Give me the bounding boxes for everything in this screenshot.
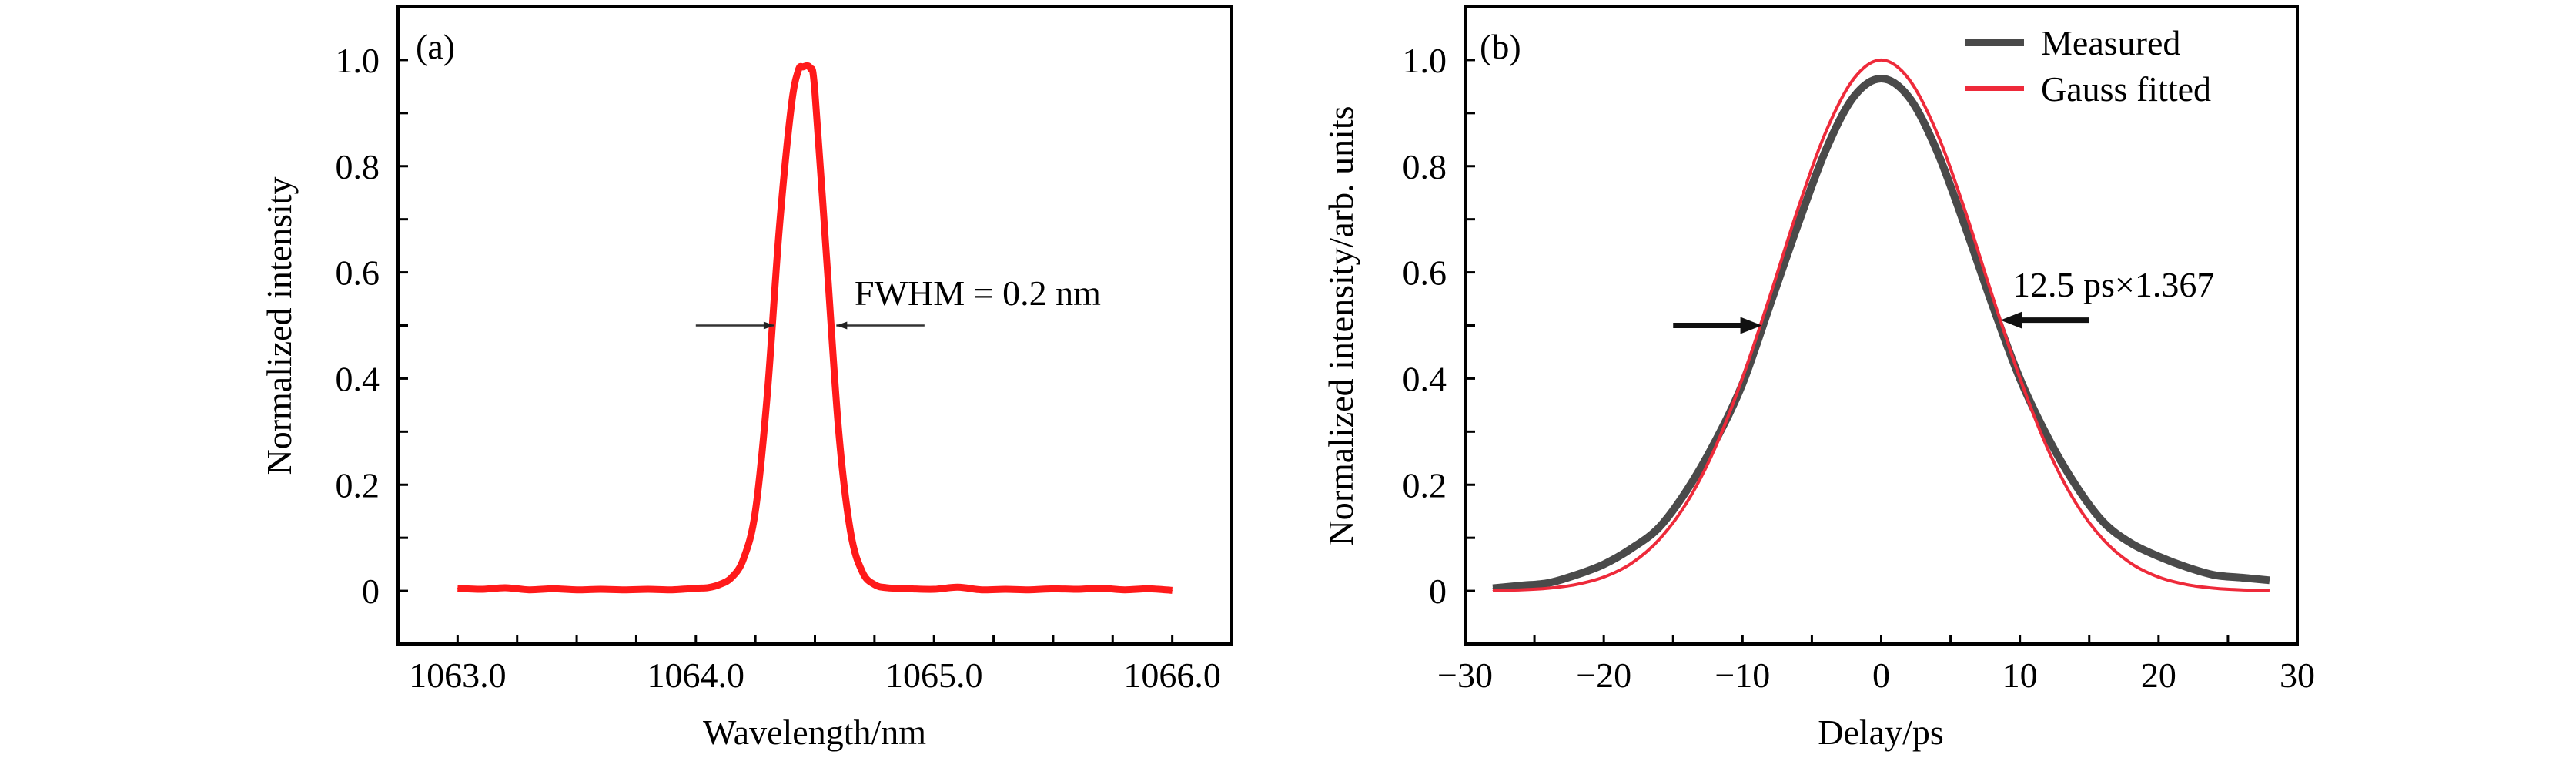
legend-label-measured: Measured <box>2041 23 2180 62</box>
x-tick-label: −30 <box>1437 656 1493 695</box>
data-point <box>838 431 839 432</box>
panel-a-xlabel: Wavelength/nm <box>703 713 926 752</box>
panel-a-spectrum: (a) Wavelength/nm Normalized intensity F… <box>259 5 1233 752</box>
x-tick-label: 0 <box>1872 656 1890 695</box>
data-point <box>2158 555 2159 557</box>
series-line-measured <box>1492 75 2270 592</box>
x-tick-label: −10 <box>1715 656 1770 695</box>
data-point <box>933 589 935 590</box>
y-tick-label: 0.4 <box>336 359 380 398</box>
y-tick-label: 0 <box>1429 572 1447 611</box>
x-tick-label: 10 <box>2002 656 2038 695</box>
data-point <box>885 587 887 589</box>
data-point <box>2158 576 2159 578</box>
panel-a-ylabel: Normalized intensity <box>259 176 299 475</box>
data-point <box>809 67 811 69</box>
data-point <box>2019 377 2021 379</box>
data-point <box>1825 149 1826 151</box>
x-tick-label: 1066.0 <box>1123 656 1221 695</box>
data-point <box>826 261 828 263</box>
data-point <box>647 589 649 590</box>
data-point <box>2269 589 2270 591</box>
panel-b-xlabel: Delay/ps <box>1818 713 1944 752</box>
data-point <box>1575 584 1577 585</box>
legend: Measured Gauss fitted <box>1965 23 2211 109</box>
data-point <box>695 588 697 589</box>
data-point <box>1658 526 1660 528</box>
data-point <box>1124 589 1126 591</box>
data-point <box>1005 589 1006 590</box>
y-tick-label: 1.0 <box>1403 41 1447 80</box>
x-tick-label: 20 <box>2141 656 2176 695</box>
data-point <box>2269 579 2270 581</box>
data-point <box>2241 589 2243 591</box>
data-point <box>528 589 530 591</box>
x-tick-label: 30 <box>2280 656 2315 695</box>
arrowhead <box>836 321 848 330</box>
x-tick-label: 1063.0 <box>409 656 507 695</box>
data-point <box>1076 589 1078 590</box>
x-tick-label: 1065.0 <box>885 656 983 695</box>
data-point <box>1852 96 1854 98</box>
data-point <box>1547 588 1549 589</box>
series-line-gauss-fitted <box>1492 58 2270 592</box>
data-point <box>2130 542 2132 544</box>
data-point <box>1686 489 1688 491</box>
data-point <box>802 66 804 68</box>
data-point <box>457 588 458 589</box>
panel-b-ylabel: Normalized intensity/arb. units <box>1321 106 1360 545</box>
y-tick-label: 0.2 <box>336 465 380 505</box>
data-point <box>1741 377 1743 379</box>
data-point <box>1769 294 1771 296</box>
data-point <box>1492 589 1494 591</box>
panel-b-autocorrelation: (b) Delay/ps Normalized intensity/arb. u… <box>1321 5 2315 752</box>
data-point <box>1936 149 1938 151</box>
x-tick-label: −20 <box>1576 656 1631 695</box>
data-point <box>1631 562 1632 564</box>
data-point <box>480 589 482 590</box>
panel-a-label: (a) <box>416 27 455 66</box>
y-tick-label: 0.8 <box>336 147 380 186</box>
data-point <box>1658 538 1660 540</box>
arrowhead <box>2000 311 2022 329</box>
panel-b-label: (b) <box>1480 27 1521 66</box>
data-point <box>2130 562 2132 564</box>
y-tick-label: 0.8 <box>1403 147 1447 186</box>
data-point <box>731 577 732 579</box>
data-point <box>850 532 851 533</box>
y-tick-label: 0.4 <box>1403 359 1447 398</box>
pulse-width-annotation: 12.5 ps×1.367 <box>2012 265 2214 304</box>
data-point <box>2047 448 2049 449</box>
y-tick-label: 0 <box>362 572 380 611</box>
data-point <box>1492 588 1494 589</box>
fwhm-annotation: FWHM = 0.2 nm <box>855 273 1101 313</box>
data-point <box>1547 582 1549 584</box>
data-point <box>1100 588 1102 589</box>
data-point <box>2075 501 2076 503</box>
y-tick-label: 0.6 <box>336 253 380 293</box>
legend-label-gauss: Gauss fitted <box>2041 69 2211 109</box>
data-point <box>504 587 506 589</box>
data-point <box>1881 59 1882 61</box>
data-point <box>1964 208 1965 210</box>
y-tick-label: 0.2 <box>1403 465 1447 505</box>
data-point <box>874 584 875 585</box>
data-point <box>2047 436 2049 438</box>
data-point <box>1964 224 1965 226</box>
x-tick-label: 1064.0 <box>647 656 745 695</box>
data-point <box>719 584 721 585</box>
data-point <box>2241 577 2243 579</box>
arrowhead <box>763 321 774 330</box>
y-tick-label: 1.0 <box>336 41 380 80</box>
data-point <box>743 558 744 560</box>
y-tick-label: 0.6 <box>1403 253 1447 293</box>
arrowhead <box>1740 317 1762 334</box>
data-point <box>767 394 768 395</box>
series-line-spectrum <box>457 62 1173 594</box>
data-point <box>1686 501 1688 503</box>
data-point <box>671 589 673 591</box>
data-point <box>1172 589 1173 591</box>
data-point <box>2213 588 2215 589</box>
